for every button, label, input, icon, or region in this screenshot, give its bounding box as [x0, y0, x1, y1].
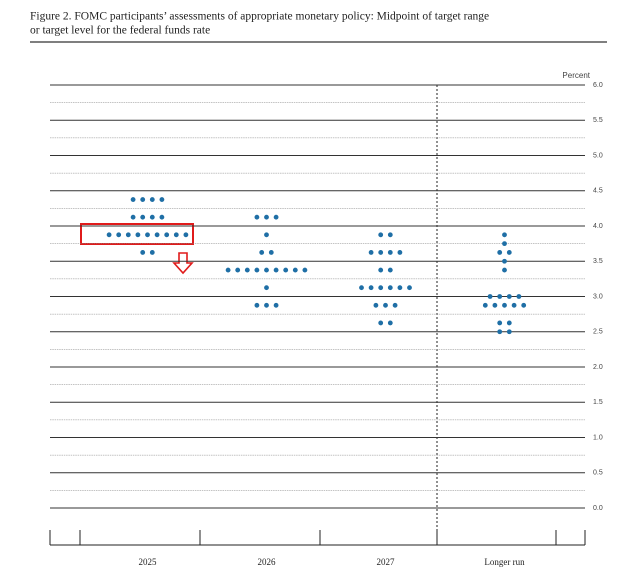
dot	[125, 232, 131, 238]
dot	[506, 320, 512, 326]
dot	[387, 267, 393, 273]
dot	[159, 197, 165, 202]
y-tick-label: 5.5	[593, 117, 603, 124]
dot	[516, 294, 522, 299]
dot	[497, 294, 503, 299]
y-tick-label: 2.0	[593, 364, 603, 371]
dot	[273, 214, 279, 220]
dot	[387, 285, 393, 291]
y-tick-label: 2.5	[593, 329, 603, 336]
dot	[173, 232, 179, 238]
y-tick-label: 3.5	[593, 258, 603, 265]
y-tick-label: 3.0	[593, 293, 603, 300]
y-tick-label: 1.0	[593, 434, 603, 441]
dot	[368, 250, 374, 255]
dot	[264, 267, 269, 273]
dot	[368, 285, 374, 291]
dot	[130, 214, 136, 220]
dot	[292, 267, 298, 273]
dot	[154, 232, 160, 238]
dot	[378, 267, 384, 273]
dot	[397, 285, 403, 291]
dot	[387, 232, 393, 238]
dot	[502, 267, 507, 273]
dot	[378, 250, 384, 255]
dot	[378, 285, 384, 291]
dot	[378, 232, 384, 238]
dot	[487, 294, 493, 299]
dot	[511, 302, 517, 308]
dot	[135, 232, 141, 238]
dot	[387, 250, 393, 255]
dot	[268, 250, 274, 255]
dot	[502, 302, 507, 308]
dot	[264, 285, 269, 291]
x-tick-label: Longer run	[484, 557, 525, 567]
dot	[254, 302, 260, 308]
dot	[159, 214, 165, 220]
dot	[140, 250, 146, 255]
dot	[164, 232, 170, 238]
y-tick-label: 4.5	[593, 188, 603, 195]
dot	[359, 285, 364, 291]
dot	[183, 232, 189, 238]
dot	[259, 250, 265, 255]
y-tick-label: 6.0	[593, 82, 603, 89]
dot	[397, 250, 403, 255]
dot	[130, 197, 136, 202]
dot	[149, 214, 155, 220]
dot	[387, 320, 393, 326]
dot	[244, 267, 250, 273]
down-arrow	[172, 252, 194, 275]
dot	[225, 267, 231, 273]
x-tick-label: 2026	[258, 557, 277, 567]
y-tick-label: 0.5	[593, 470, 603, 477]
dot	[264, 232, 269, 238]
dot	[506, 329, 512, 335]
dot	[502, 258, 507, 264]
dot	[273, 302, 279, 308]
y-tick-label: 1.5	[593, 399, 603, 406]
dot	[116, 232, 122, 238]
dot	[149, 197, 155, 202]
dot	[492, 302, 498, 308]
dot	[273, 267, 279, 273]
dot	[392, 302, 398, 308]
y-axis-label: Percent	[562, 71, 590, 80]
dot	[264, 302, 269, 308]
dot	[149, 250, 155, 255]
dot	[302, 267, 308, 273]
dot	[502, 232, 507, 238]
y-tick-label: 4.0	[593, 223, 603, 230]
dot	[254, 214, 260, 220]
dot	[482, 302, 488, 308]
highlight-box	[80, 223, 194, 245]
dot	[235, 267, 241, 273]
dot	[383, 302, 388, 308]
dot	[497, 329, 503, 335]
dot	[497, 320, 503, 326]
chart-title-line2: or target level for the federal funds ra…	[30, 25, 210, 37]
dot	[506, 294, 512, 299]
dot	[373, 302, 379, 308]
y-tick-label: 0.0	[593, 505, 603, 512]
dot	[140, 214, 146, 220]
dot	[254, 267, 260, 273]
dot	[140, 197, 146, 202]
x-tick-label: 2025	[139, 557, 158, 567]
dot	[106, 232, 112, 238]
dot	[378, 320, 384, 326]
dot	[283, 267, 289, 273]
dot	[145, 232, 150, 238]
dot	[506, 250, 512, 255]
dot	[264, 214, 269, 220]
chart-title: Figure 2. FOMC participants’ assessments…	[30, 11, 489, 23]
dot	[521, 302, 527, 308]
x-tick-label: 2027	[377, 557, 396, 567]
dot	[407, 285, 412, 291]
dot	[502, 241, 507, 247]
dot	[497, 250, 503, 255]
y-tick-label: 5.0	[593, 152, 603, 159]
